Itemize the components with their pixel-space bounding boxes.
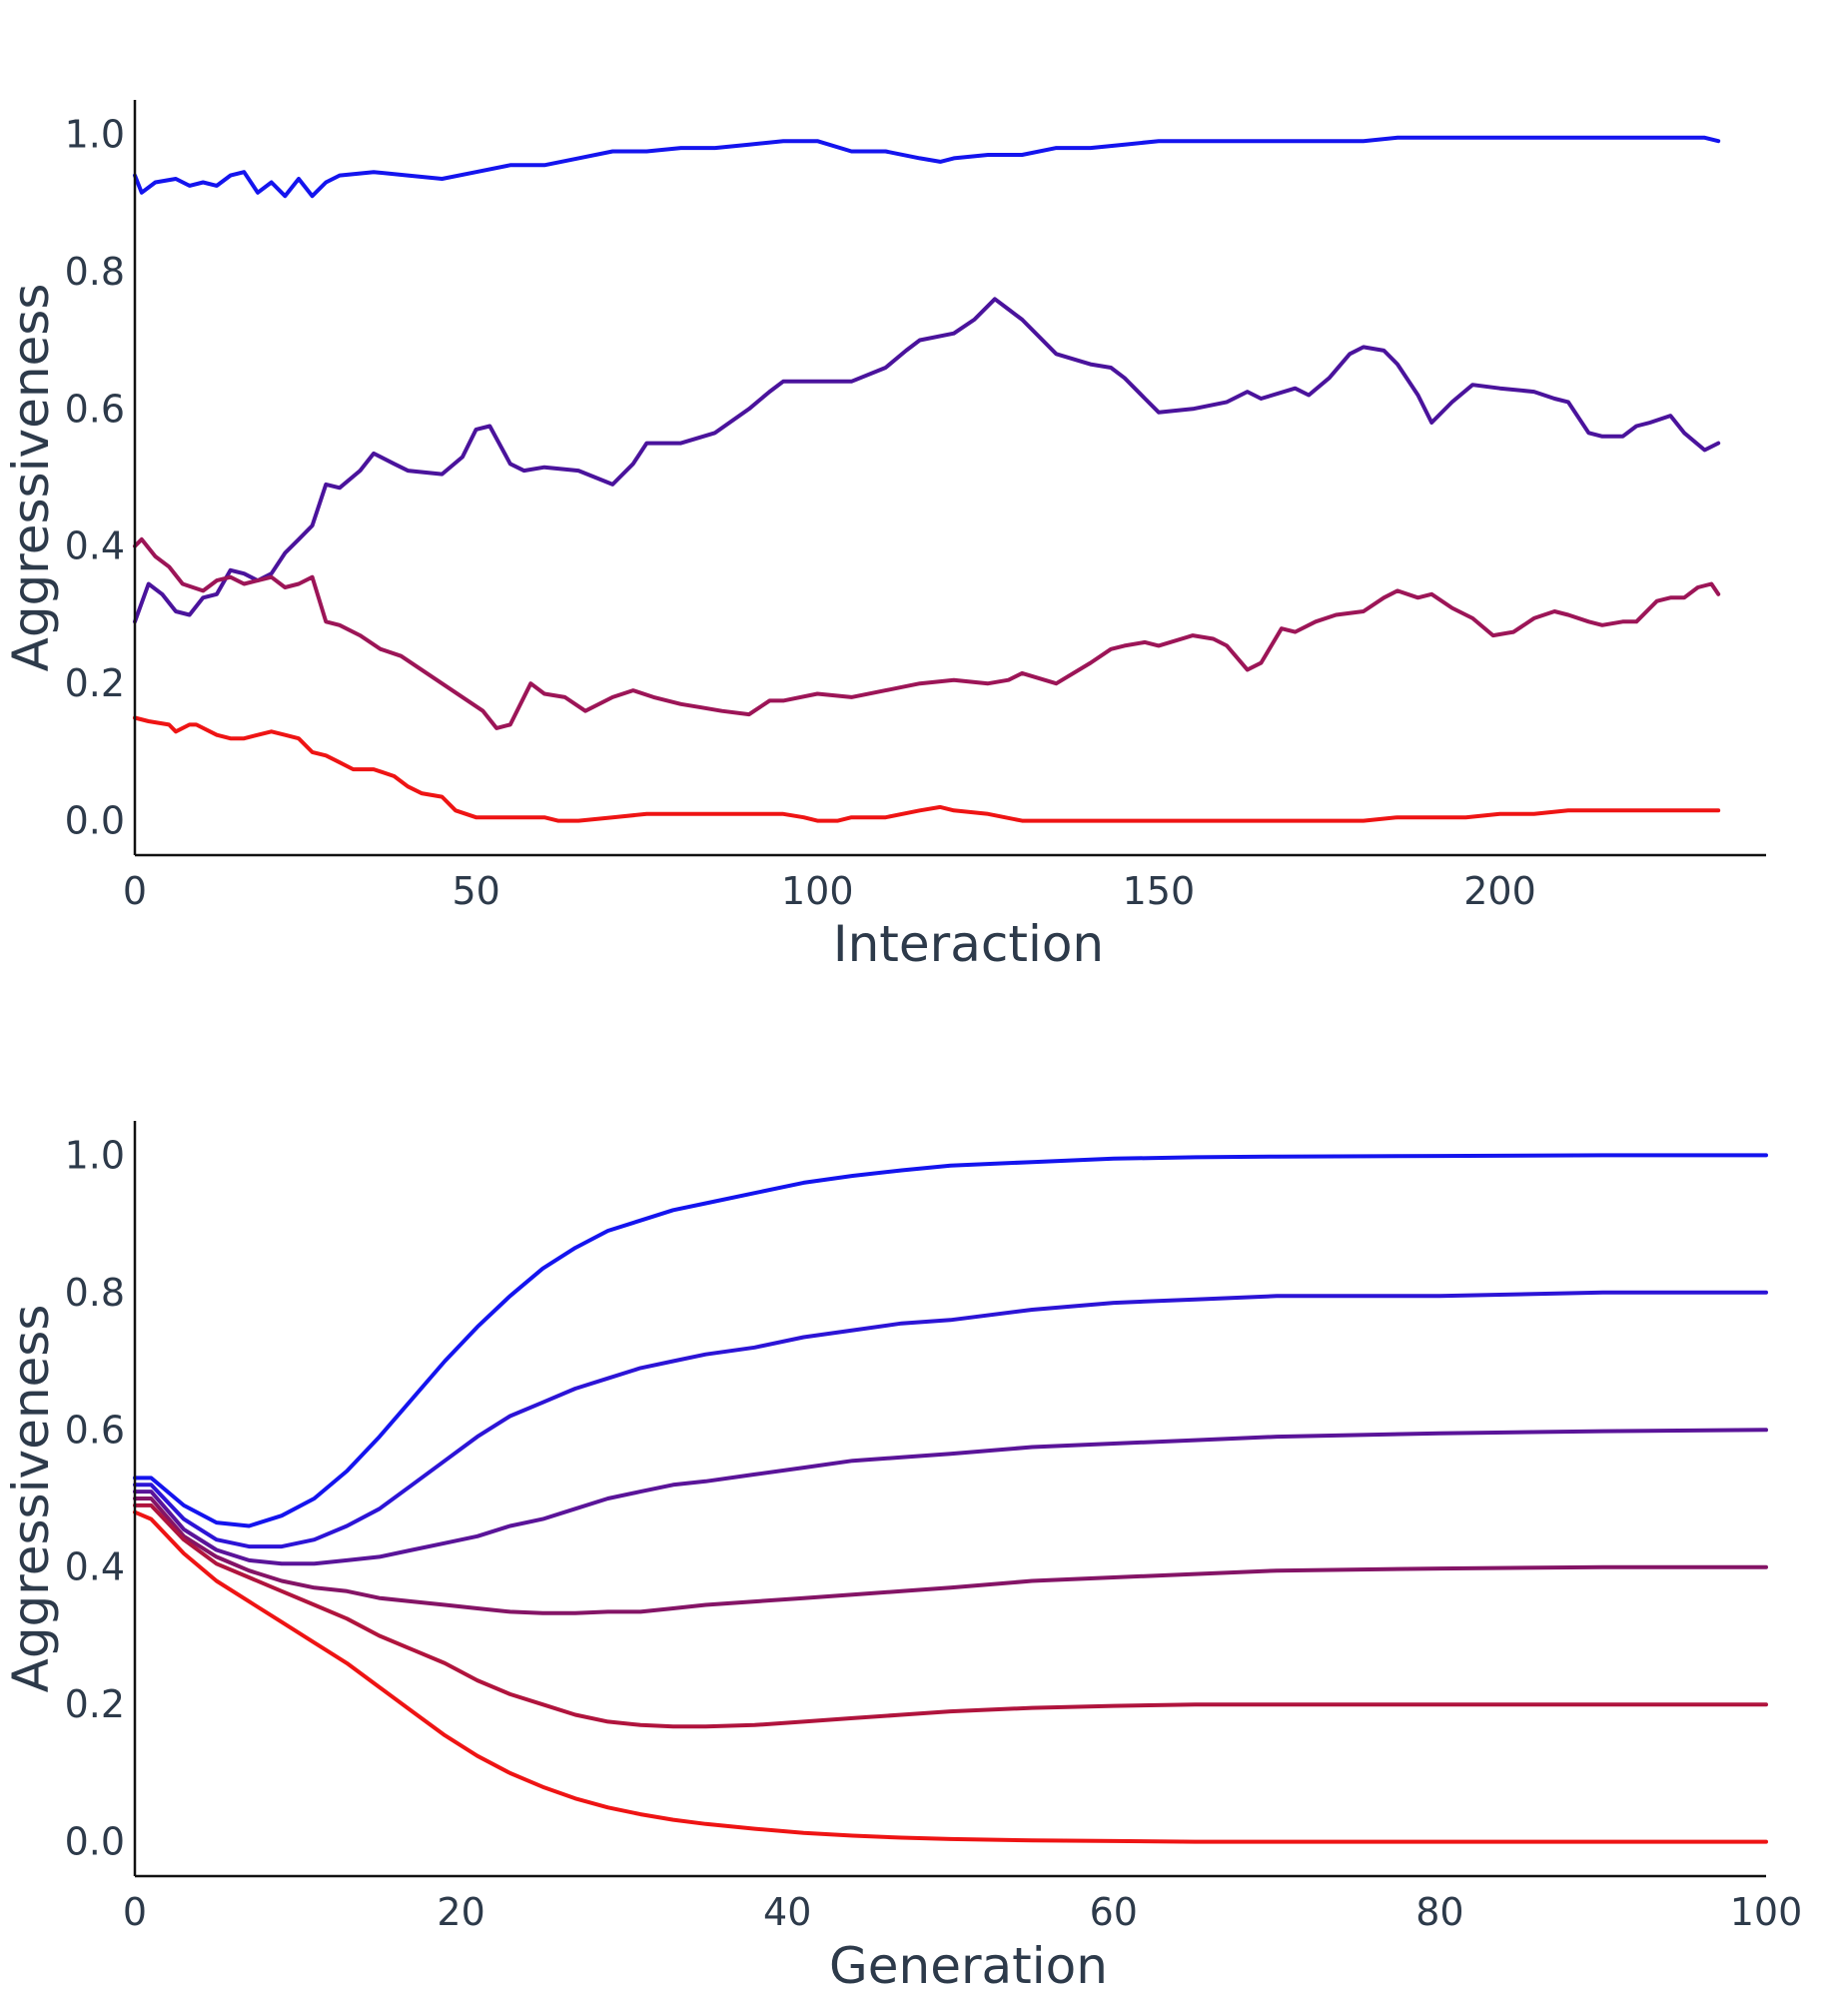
interaction-line-series-1	[133, 135, 1721, 199]
generation-y-tick-label: 0.0	[65, 1820, 125, 1864]
generation-x-tick-label: 80	[1415, 1890, 1463, 1934]
interaction-y-tick-label: 0.0	[65, 799, 125, 843]
generation-y-axis-label: Aggressiveness	[2, 1305, 60, 1693]
interaction-line-series-2	[133, 297, 1721, 624]
generation-y-tick-label: 1.0	[65, 1133, 125, 1177]
interaction-y-tick-label: 0.6	[65, 387, 125, 431]
interaction-y-tick-label: 0.2	[65, 661, 125, 705]
generation-x-axis-label: Generation	[829, 1937, 1108, 1995]
interaction-line-series-3	[133, 536, 1721, 730]
generation-line-gen-0.2	[133, 1502, 1768, 1729]
interaction-y-tick-label: 0.4	[65, 524, 125, 568]
generation-x-tick-label: 0	[123, 1890, 147, 1934]
interaction-y-tick-label: 1.0	[65, 112, 125, 156]
interaction-x-tick-label: 0	[123, 869, 147, 913]
generation-y-tick-label: 0.8	[65, 1271, 125, 1315]
chart-interaction: 0 50 100 150 200 0.0 0.2 0.4 0.6 0.8 1.0 Interactio…	[2, 100, 1766, 973]
generation-x-tick-label: 20	[437, 1890, 484, 1934]
interaction-y-tick-label: 0.8	[65, 250, 125, 294]
generation-line-gen-0.4	[133, 1497, 1768, 1615]
generation-line-gen-1.0	[133, 1153, 1768, 1528]
generation-x-tick-label: 60	[1090, 1890, 1138, 1934]
chart-generation: 0 20 40 60 80 100 0.0 0.2 0.4 0.6 0.8 1.0 Generation…	[2, 1121, 1802, 1995]
interaction-line-series-4	[133, 715, 1721, 823]
generation-line-gen-0.0	[133, 1509, 1768, 1844]
interaction-y-axis-label: Aggressiveness	[2, 284, 60, 672]
generation-x-tick-label: 100	[1730, 1890, 1803, 1934]
generation-x-tick-label: 40	[763, 1890, 811, 1934]
interaction-x-tick-label: 50	[452, 869, 499, 913]
generation-line-gen-0.6	[133, 1428, 1768, 1566]
interaction-x-tick-label: 200	[1463, 869, 1536, 913]
generation-y-tick-label: 0.4	[65, 1545, 125, 1589]
interaction-x-tick-label: 100	[781, 869, 854, 913]
generation-y-tick-label: 0.2	[65, 1682, 125, 1726]
interaction-x-axis-label: Interaction	[833, 915, 1104, 973]
interaction-x-tick-label: 150	[1123, 869, 1196, 913]
generation-y-tick-label: 0.6	[65, 1408, 125, 1452]
generation-line-gen-0.8	[133, 1290, 1768, 1549]
